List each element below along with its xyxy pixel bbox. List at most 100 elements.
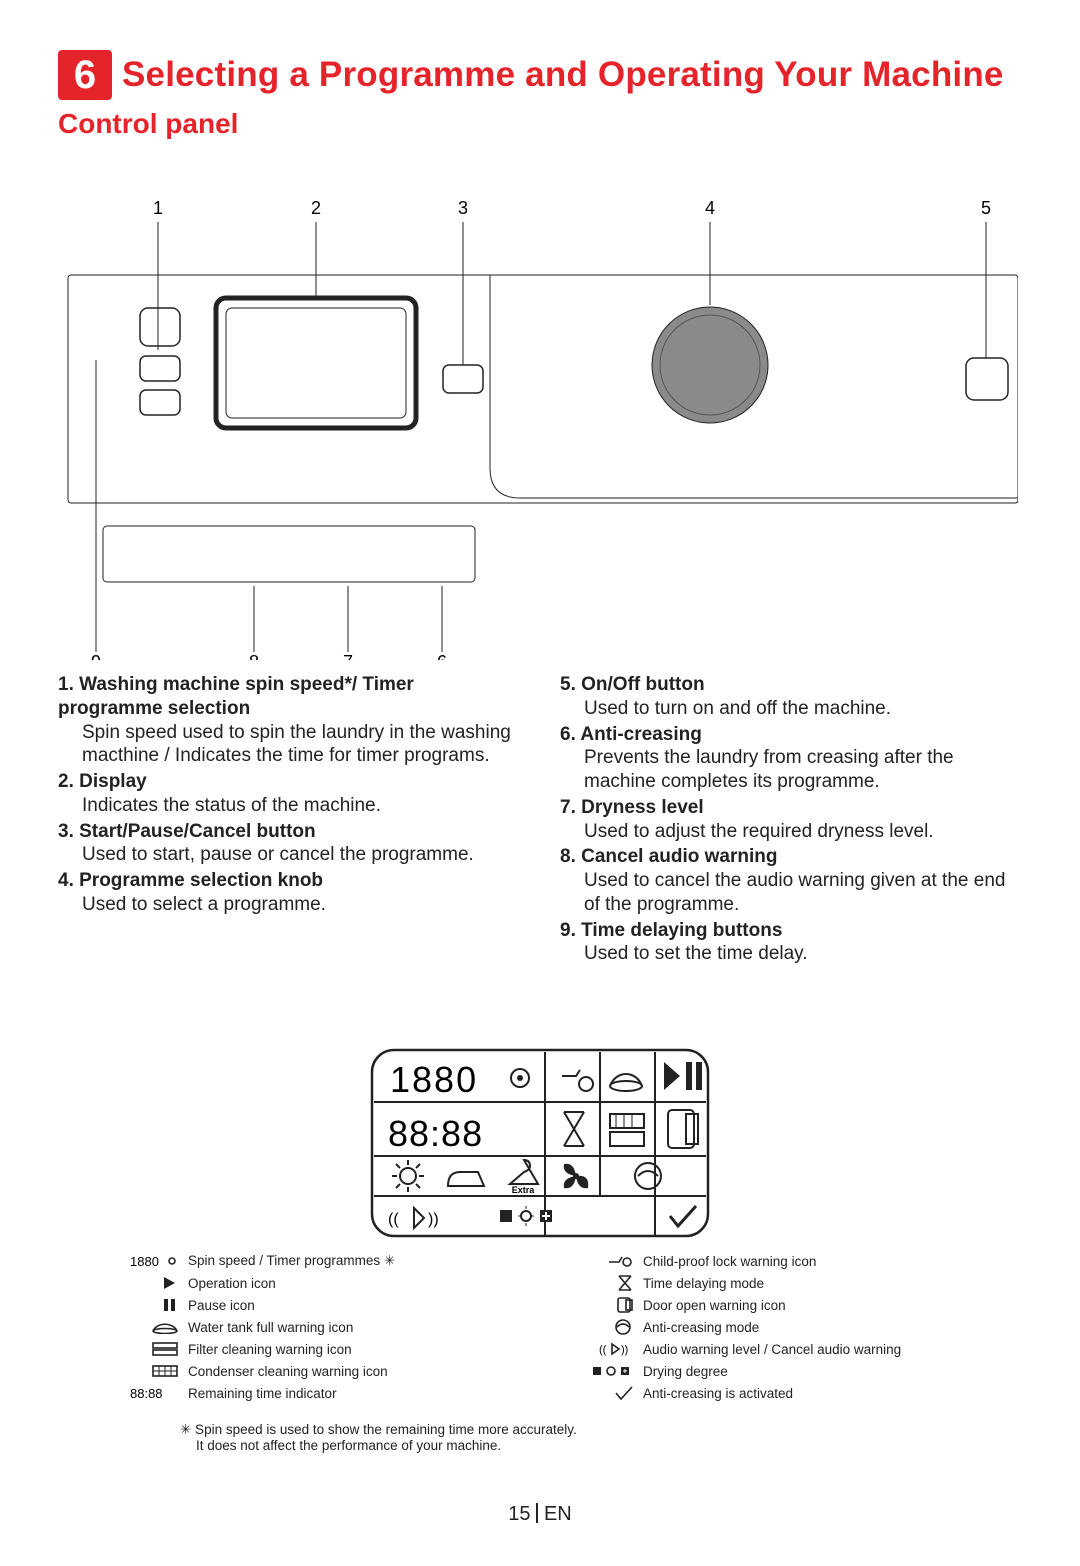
legend-row: Operation icon [130, 1274, 495, 1292]
spin-icon: 1880 [130, 1252, 178, 1270]
extra-label: Extra [512, 1185, 536, 1195]
condenser-icon [130, 1362, 178, 1380]
anticrease-icon [585, 1318, 633, 1336]
item-body: Used to select a programme. [82, 893, 520, 917]
tank-icon [130, 1318, 178, 1336]
time-icon: 88:88 [130, 1384, 178, 1402]
tank-icon [610, 1074, 642, 1091]
item-title: 1. Washing machine spin speed*/ Timer pr… [58, 673, 520, 721]
legend-label: Audio warning level / Cancel audio warni… [643, 1342, 901, 1357]
list-item: 1. Washing machine spin speed*/ Timer pr… [58, 673, 520, 768]
callout-6: 6 [437, 652, 447, 660]
svg-text:1880: 1880 [130, 1254, 159, 1269]
callout-4: 4 [705, 198, 715, 218]
filter-icon [130, 1340, 178, 1358]
footnote-line2: It does not affect the performance of yo… [196, 1438, 960, 1453]
legend-row: Pause icon [130, 1296, 495, 1314]
list-item: 2. DisplayIndicates the status of the ma… [58, 770, 520, 818]
pause-icon [130, 1296, 178, 1314]
filter-icon [610, 1114, 644, 1146]
legend-row: Door open warning icon [585, 1296, 950, 1314]
callout-descriptions: 1. Washing machine spin speed*/ Timer pr… [58, 673, 1022, 968]
footnote-line1: ✳ Spin speed is used to show the remaini… [180, 1422, 960, 1438]
delay-icon [585, 1274, 633, 1292]
legend-row: Child-proof lock warning icon [585, 1252, 950, 1270]
list-item: 4. Programme selection knobUsed to selec… [58, 869, 520, 917]
svg-text:((: (( [388, 1211, 399, 1228]
legend-label: Filter cleaning warning icon [188, 1342, 352, 1357]
legend-label: Anti-creasing mode [643, 1320, 759, 1335]
legend-label: Condenser cleaning warning icon [188, 1364, 388, 1379]
list-item: 5. On/Off buttonUsed to turn on and off … [560, 673, 1022, 721]
callout-5: 5 [981, 198, 991, 218]
legend-label: Operation icon [188, 1276, 276, 1291]
legend-row: Time delaying mode [585, 1274, 950, 1292]
callout-9: 9 [91, 652, 101, 660]
check-icon [585, 1384, 633, 1402]
list-item: 6. Anti-creasingPrevents the laundry fro… [560, 723, 1022, 794]
spin-speed-button-shape [140, 308, 180, 346]
legend-row: Filter cleaning warning icon [130, 1340, 495, 1358]
hanger-icon [510, 1160, 538, 1184]
check-icon [670, 1206, 696, 1226]
item-body: Prevents the laundry from creasing after… [584, 746, 1022, 794]
anticrease-icon [635, 1163, 661, 1189]
sun-icon [392, 1160, 424, 1192]
callout-3: 3 [458, 198, 468, 218]
svg-text:)): )) [428, 1211, 439, 1228]
door-icon [585, 1296, 633, 1314]
svg-text:)): )) [621, 1344, 628, 1356]
item-body: Spin speed used to spin the laundry in t… [82, 721, 520, 769]
audio-icon: (( )) [388, 1208, 439, 1228]
on-off-button-shape [966, 358, 1008, 400]
legend-label: Remaining time indicator [188, 1386, 337, 1401]
legend-row: Water tank full warning icon [130, 1318, 495, 1336]
section-number-badge: 6 [58, 50, 112, 100]
subsection-title: Control panel [58, 108, 1022, 140]
legend-row: 88:88 Remaining time indicator [130, 1384, 495, 1402]
list-item: 8. Cancel audio warningUsed to cancel th… [560, 845, 1022, 916]
item-title: 9. Time delaying buttons [560, 919, 1022, 943]
svg-text:88:88: 88:88 [130, 1386, 163, 1400]
footnote: ✳ Spin speed is used to show the remaini… [180, 1422, 960, 1453]
item-title: 3. Start/Pause/Cancel button [58, 820, 520, 844]
play-pause-icon [664, 1062, 702, 1090]
item-title: 4. Programme selection knob [58, 869, 520, 893]
display-legend: 1880 Spin speed / Timer programmes ✳ Opera… [130, 1252, 950, 1406]
item-body: Used to cancel the audio warning given a… [584, 869, 1022, 917]
play-icon [130, 1274, 178, 1292]
display-outline [216, 298, 416, 428]
item-body: Used to turn on and off the machine. [584, 697, 1022, 721]
callout-1: 1 [153, 198, 163, 218]
list-item: 7. Dryness levelUsed to adjust the requi… [560, 796, 1022, 844]
item-body: Indicates the status of the machine. [82, 794, 520, 818]
control-panel-diagram: 1 2 3 4 5 [58, 190, 1022, 665]
callout-2: 2 [311, 198, 321, 218]
page-footer: 15EN [58, 1503, 1022, 1526]
audio-icon: (()) [585, 1340, 633, 1358]
spin-digits-icon: 1880 [390, 1059, 478, 1100]
legend-label: Door open warning icon [643, 1298, 786, 1313]
page-lang: EN [544, 1503, 572, 1525]
iron-icon [448, 1172, 484, 1186]
item-title: 5. On/Off button [560, 673, 1022, 697]
lock-icon [585, 1252, 633, 1270]
callout-8: 8 [249, 652, 259, 660]
legend-row: Anti-creasing mode [585, 1318, 950, 1336]
hourglass-icon [564, 1112, 584, 1146]
time-digits-icon: 88:88 [388, 1113, 483, 1154]
door-icon [668, 1110, 698, 1148]
callout-7: 7 [343, 652, 353, 660]
item-body: Used to set the time delay. [584, 942, 1022, 966]
item-body: Used to start, pause or cancel the progr… [82, 843, 520, 867]
lock-icon [562, 1070, 593, 1091]
legend-label: Water tank full warning icon [188, 1320, 353, 1335]
legend-row: 1880 Spin speed / Timer programmes ✳ [130, 1252, 495, 1270]
legend-label: Spin speed / Timer programmes ✳ [188, 1253, 395, 1269]
legend-row: (()) Audio warning level / Cancel audio w… [585, 1340, 950, 1358]
legend-label: Drying degree [643, 1364, 728, 1379]
legend-label: Time delaying mode [643, 1276, 764, 1291]
item-title: 2. Display [58, 770, 520, 794]
legend-label: Pause icon [188, 1298, 255, 1313]
item-title: 8. Cancel audio warning [560, 845, 1022, 869]
